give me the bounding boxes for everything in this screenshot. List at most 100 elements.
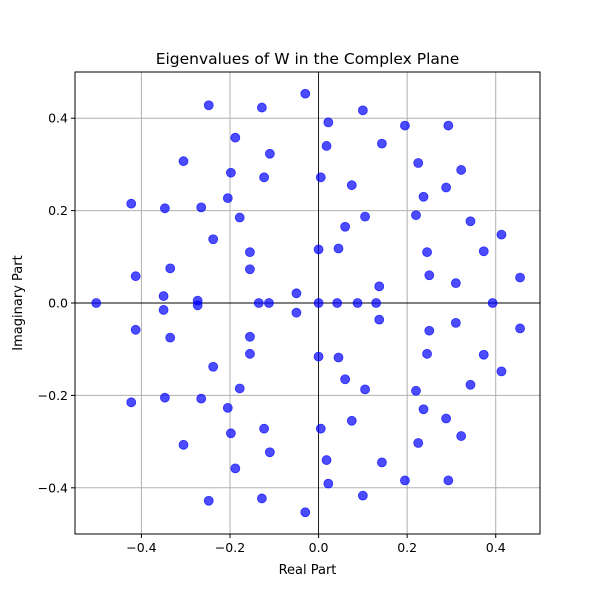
data-point xyxy=(450,278,461,289)
data-point xyxy=(443,120,454,131)
data-point xyxy=(253,298,264,308)
x-tick-label: 0.2 xyxy=(397,540,417,555)
data-point xyxy=(487,298,498,308)
data-point xyxy=(357,105,368,116)
data-point xyxy=(422,247,432,258)
data-point xyxy=(315,423,326,434)
data-point xyxy=(424,325,435,336)
data-point xyxy=(300,507,311,518)
y-tick-label: 0.0 xyxy=(48,296,68,311)
data-point xyxy=(230,132,241,143)
data-point xyxy=(321,141,332,151)
zero-reference-lines xyxy=(75,72,540,534)
data-point xyxy=(315,172,326,183)
data-point xyxy=(264,298,274,308)
chart-title: Eigenvalues of W in the Complex Plane xyxy=(156,50,460,68)
data-point xyxy=(371,298,382,308)
data-point xyxy=(413,438,424,448)
data-point xyxy=(411,385,421,396)
data-point xyxy=(203,495,214,506)
data-point xyxy=(400,120,410,131)
data-point xyxy=(346,180,357,191)
data-point xyxy=(225,428,236,439)
y-tick-label: 0.2 xyxy=(48,203,68,218)
data-point xyxy=(515,323,525,334)
data-point xyxy=(374,314,385,325)
data-point xyxy=(478,349,489,360)
x-tick-label: −0.2 xyxy=(215,540,245,555)
data-point xyxy=(91,298,102,308)
data-point xyxy=(264,148,275,159)
data-point xyxy=(357,490,368,501)
data-point xyxy=(441,413,452,424)
data-point xyxy=(346,415,357,426)
data-point xyxy=(245,348,255,359)
data-point xyxy=(130,324,141,335)
data-point xyxy=(424,270,435,281)
data-point xyxy=(323,478,334,489)
data-point xyxy=(333,243,344,254)
x-tick-label: −0.4 xyxy=(126,540,156,555)
data-point xyxy=(400,475,410,486)
data-point xyxy=(456,165,467,175)
data-point xyxy=(323,117,334,128)
data-point xyxy=(234,212,245,223)
data-point xyxy=(313,298,324,308)
data-point xyxy=(245,264,255,275)
data-point xyxy=(230,463,241,474)
x-tick-label: 0.0 xyxy=(309,540,329,555)
data-point xyxy=(126,198,137,209)
data-point xyxy=(413,158,424,168)
data-point xyxy=(222,402,233,413)
data-point xyxy=(352,298,363,308)
data-point xyxy=(321,455,332,465)
data-point xyxy=(478,246,489,257)
data-point xyxy=(291,288,302,299)
data-point xyxy=(496,366,507,377)
data-point xyxy=(208,234,219,245)
data-point xyxy=(158,291,169,301)
data-point xyxy=(208,361,219,372)
data-point xyxy=(126,397,137,408)
data-point xyxy=(332,298,343,308)
data-point xyxy=(313,244,324,255)
data-point xyxy=(422,348,432,359)
data-point xyxy=(203,100,214,111)
data-point xyxy=(374,281,385,292)
data-point xyxy=(340,374,351,385)
data-point xyxy=(196,393,207,404)
data-point xyxy=(234,383,245,394)
data-point xyxy=(159,203,170,214)
data-point xyxy=(259,172,270,183)
data-point xyxy=(159,392,170,403)
data-point xyxy=(360,211,370,222)
data-point xyxy=(443,475,454,486)
data-point xyxy=(450,317,461,328)
data-point xyxy=(165,263,176,274)
data-point xyxy=(259,423,270,434)
y-axis-label: Imaginary Part xyxy=(11,255,26,350)
data-point xyxy=(441,182,452,193)
data-points xyxy=(91,88,525,518)
y-tick-label: −0.4 xyxy=(38,480,68,495)
data-point xyxy=(300,88,311,99)
data-point xyxy=(291,307,302,318)
data-point xyxy=(456,431,467,441)
data-point xyxy=(256,493,267,504)
axis-ticks: −0.4 −0.2 0.0 0.2 0.4 −0.4 −0.2 0.0 0.2 0.4 xyxy=(38,111,506,555)
data-point xyxy=(418,404,429,415)
data-point xyxy=(515,272,525,283)
data-point xyxy=(376,138,387,149)
data-point xyxy=(245,247,255,258)
data-point xyxy=(496,229,507,240)
data-point xyxy=(376,457,387,468)
data-point xyxy=(411,210,421,221)
data-point xyxy=(465,379,476,390)
data-point xyxy=(465,216,476,227)
data-point xyxy=(340,221,351,232)
y-tick-label: −0.2 xyxy=(38,388,68,403)
data-point xyxy=(196,202,207,213)
data-point xyxy=(225,167,236,178)
data-point xyxy=(256,102,267,113)
